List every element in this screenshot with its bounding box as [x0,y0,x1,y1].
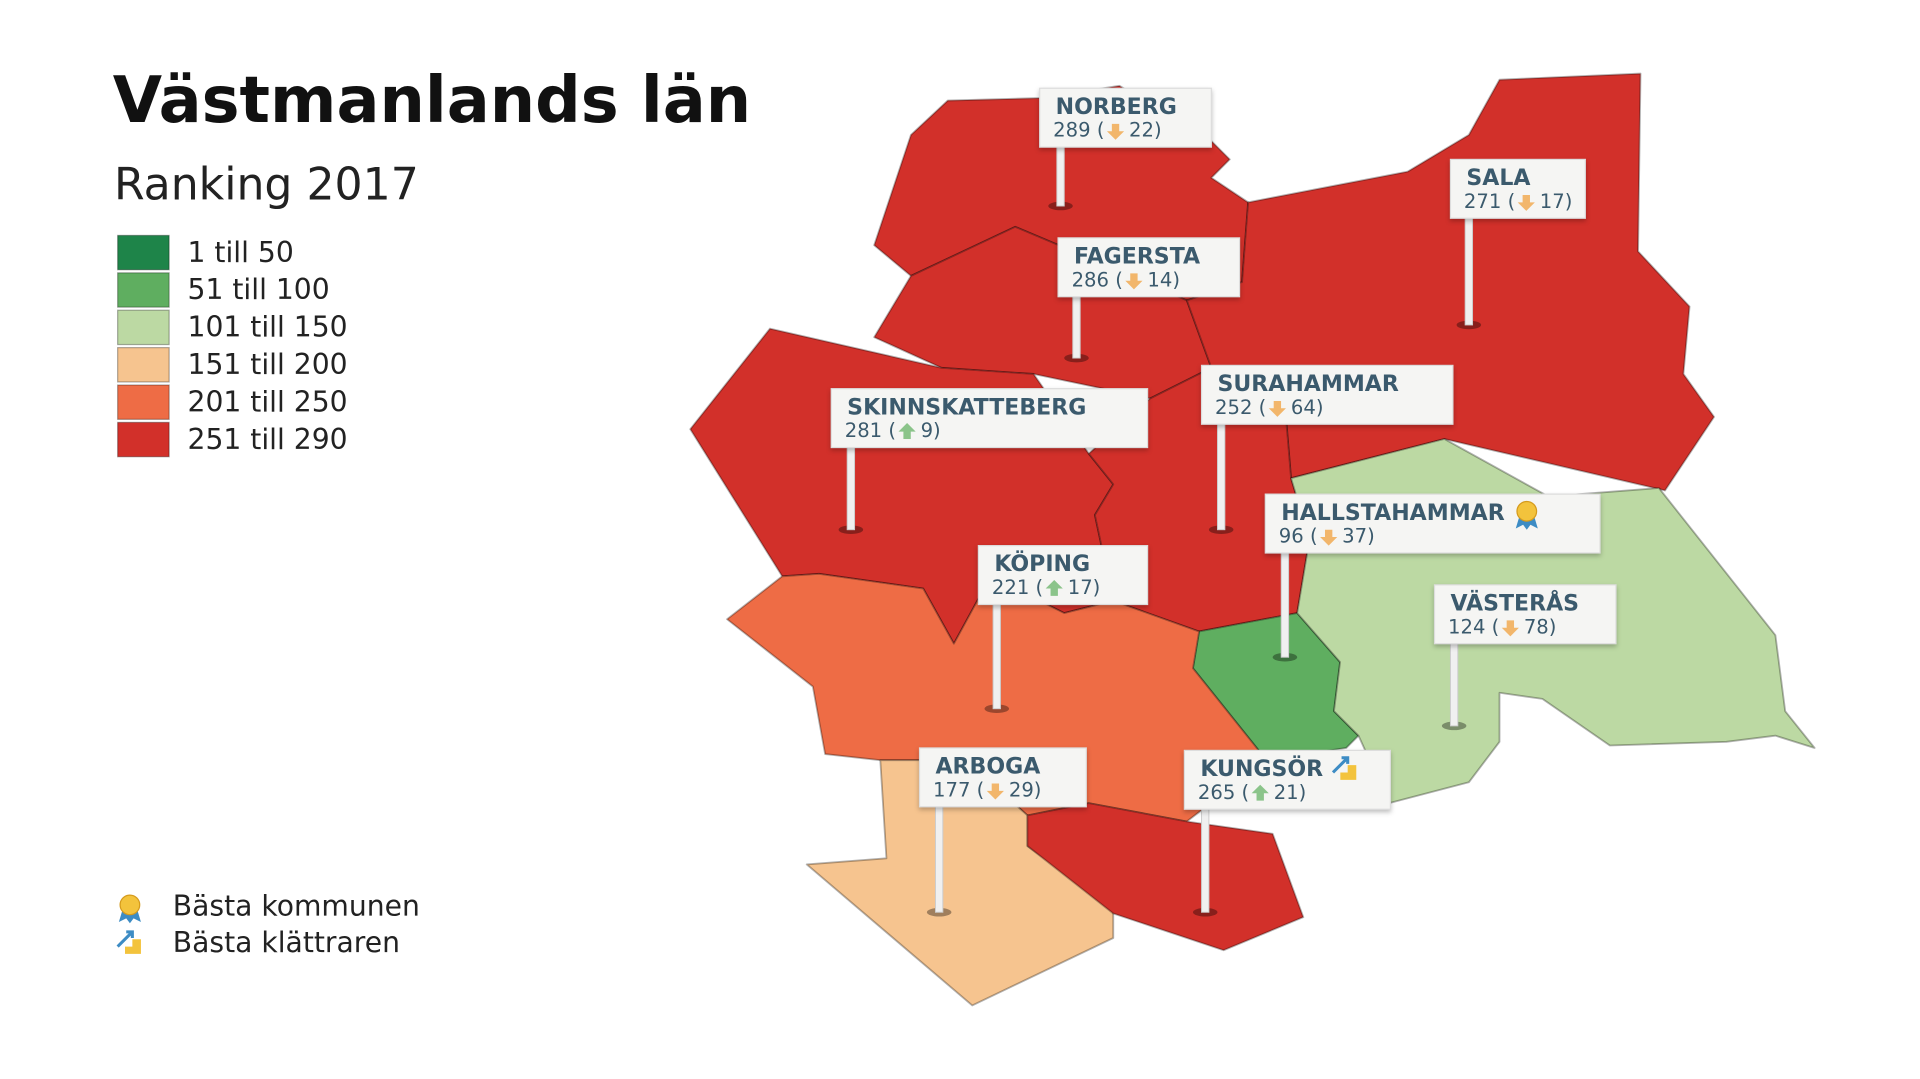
title: Västmanlands län [113,64,751,138]
arrow-down [1501,620,1519,637]
climb-arrow [116,930,134,948]
label-box [1057,237,1241,298]
regions [689,72,1816,1007]
medal [1516,500,1538,522]
label-box [830,388,1149,449]
change: 17) [1540,190,1573,213]
pin [1072,286,1081,359]
municipality-name: KUNGSÖR [1200,756,1323,782]
pin [846,437,856,531]
label-box [1433,584,1617,645]
legend-swatch [117,346,170,383]
legend-label: 1 till 50 [188,236,294,269]
pin [992,594,1001,710]
change: 14) [1147,268,1180,291]
legend-swatch [117,384,170,420]
municipality-name: SALA [1466,166,1530,191]
label-box [1449,158,1586,219]
municipality-name: FAGERSTA [1074,244,1200,269]
label-box [1200,364,1454,425]
change: 37) [1342,525,1375,548]
legend-label: 51 till 100 [188,273,330,306]
arrow-down [1320,529,1338,546]
change: 17) [1068,576,1101,599]
badge-legend-label: Bästa kommunen [173,889,420,922]
arrow-down [1268,400,1286,417]
change: 9) [921,419,941,442]
badge-legend-label: Bästa klättraren [173,926,400,959]
municipality-name: SURAHAMMAR [1217,372,1398,397]
pin [1449,633,1459,727]
pin [1216,413,1226,531]
label-box [918,747,1087,808]
change: 29) [1009,778,1042,801]
rank: 265 ( [1198,781,1249,804]
arrow-up [898,423,916,439]
legend-label: 201 till 250 [188,385,348,418]
label-box [1039,87,1212,148]
municipality-name: HALLSTAHAMMAR [1281,501,1504,526]
municipality-name: ARBOGA [935,755,1040,780]
legend-swatch [117,309,170,346]
label-box [977,545,1149,606]
arrow-down [1125,273,1143,290]
arrow-down [1517,194,1535,211]
municipality-name: SKINNSKATTEBERG [847,395,1086,420]
legend-label: 101 till 150 [188,311,348,344]
rank: 124 ( [1448,615,1499,638]
change: 78) [1524,615,1557,638]
arrow-up [1251,784,1269,801]
label-box [1264,493,1601,554]
arrow-up [1045,579,1063,596]
pin [934,796,944,913]
legend-label: 251 till 290 [188,423,348,456]
municipality-name: NORBERG [1056,95,1177,120]
rank: 271 ( [1464,190,1515,213]
legend-swatch [117,234,170,271]
change: 64) [1291,396,1324,419]
rank: 252 ( [1215,396,1266,419]
change: 21) [1274,781,1307,804]
municipality-name: KÖPING [994,551,1090,577]
stairs [125,939,141,954]
rank: 96 ( [1279,525,1318,548]
rank: 281 ( [845,419,896,442]
rank: 221 ( [992,576,1043,599]
subtitle: Ranking 2017 [114,160,419,211]
rank: 177 ( [933,778,984,801]
legend-swatch [117,272,170,308]
pin [1280,542,1290,658]
legend-label: 151 till 200 [188,348,348,381]
pin [1201,798,1210,913]
change: 22) [1129,119,1162,142]
municipality-region [1026,802,1305,952]
pin [1464,207,1474,326]
arrow-down [1106,123,1125,140]
climb-arrow [1331,756,1350,774]
arrow-down [986,783,1004,800]
municipality-name: VÄSTERÅS [1450,590,1579,616]
medal [119,894,141,916]
stairs [1340,765,1357,780]
rank: 286 ( [1072,268,1123,291]
rank: 289 ( [1053,119,1104,142]
legend-swatch [117,421,170,458]
